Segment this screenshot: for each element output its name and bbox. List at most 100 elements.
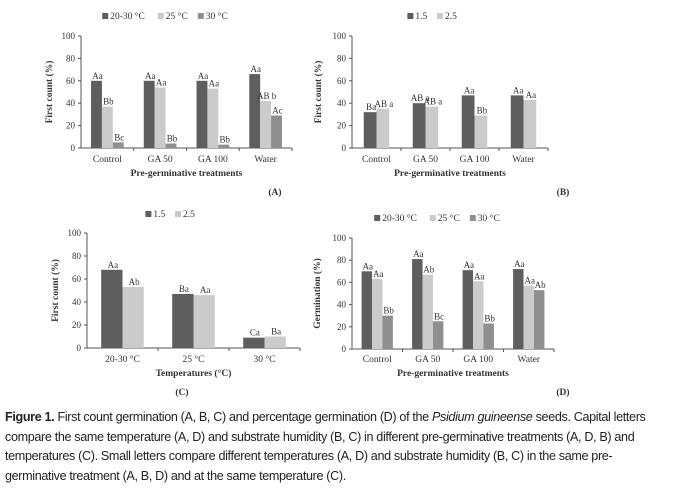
bar [422,274,433,349]
x-tick-label: GA 100 [463,355,493,365]
legend-swatch [407,13,414,19]
data-label: Aa [474,271,485,281]
data-label: Aa [413,249,424,259]
legend-swatch [469,215,476,221]
x-axis-label: Pre-germinative treatments [397,369,509,379]
bar [193,295,215,348]
y-tick-label: 60 [66,76,76,86]
y-tick-label: 40 [66,98,76,108]
y-tick-label: 100 [333,233,347,243]
data-label: Bb [383,306,394,316]
bar [271,115,282,148]
x-tick-label: Control [93,155,122,165]
bar [260,100,272,148]
y-tick-label: 60 [337,277,347,287]
data-label: Ab [423,265,434,275]
caption-text-1: First count germination (A, B, C) and pe… [54,410,432,424]
legend-label: 2.5 [445,12,457,22]
x-axis-label: Temperatures (°C) [156,368,232,379]
y-tick-label: 0 [71,143,76,153]
chart-panel-d: 0 20 40 60 80 100 Germination (%) Control GA 50 G… [312,213,570,398]
figure: 0 20 40 60 80 100 First count (%) Control GA 50 G… [44,11,570,398]
bar [101,106,113,148]
x-tick-label: Water [518,355,541,365]
bar [513,269,524,349]
data-label: AB a [374,99,393,109]
legend-label: 1.5 [153,210,165,220]
data-label: Aa [108,260,119,270]
bar [264,336,286,348]
chart-panel-a: 0 20 40 60 80 100 First count (%) Control GA 50 G… [44,11,293,198]
data-label: Bb [220,135,231,145]
y-tick-label: 60 [337,76,347,86]
x-tick-label: GA 100 [460,155,490,165]
y-tick-label: 80 [337,255,347,265]
y-tick-label: 0 [77,343,82,353]
x-tick-label: Water [254,155,277,165]
legend-label: 30 °C [206,11,228,22]
legend-swatch [197,13,204,19]
legend-label: 30 °C [478,213,500,224]
panel-label: (B) [557,187,570,198]
y-axis-label: First count (%) [313,61,324,124]
x-tick-label: 20-30 °C [105,354,140,365]
x-tick-label: 25 °C [182,354,204,365]
data-label: Ab [129,277,140,287]
x-tick-label: GA 50 [415,355,440,365]
y-tick-label: 40 [72,297,82,307]
y-tick-label: 20 [72,320,82,330]
data-label: Bb [484,313,495,323]
bar [218,144,230,148]
bar [361,271,373,349]
y-tick-label: 40 [337,98,347,108]
legend-label: 1.5 [415,12,427,22]
data-label: Aa [198,71,209,81]
bar [432,321,444,349]
data-label: Bb [477,106,488,116]
bar [510,95,524,148]
panel-label: (A) [268,187,281,198]
x-tick-label: Water [512,155,535,165]
data-label: Ab [535,280,546,290]
bar [376,108,390,148]
y-tick-label: 20 [66,121,76,131]
data-label: Ba [271,327,281,337]
data-label: Aa [525,276,536,286]
bar [533,290,545,349]
data-label: Bc [114,132,124,142]
y-tick-label: 80 [337,53,347,63]
data-label: Aa [514,259,525,269]
bar [122,287,144,348]
legend-swatch [145,211,152,217]
bar [483,323,494,349]
data-label: Aa [513,85,524,95]
data-label: Aa [145,71,156,81]
caption-label: Figure 1. [5,410,55,424]
legend-swatch [437,13,443,19]
data-label: Aa [250,64,261,74]
data-label: Aa [156,78,167,88]
y-axis-label: First count (%) [50,259,61,322]
data-label: Bb [167,134,178,144]
y-tick-label: 40 [337,300,347,310]
bar [412,103,426,148]
legend-label: 20-30 °C [110,11,145,22]
y-tick-label: 20 [337,322,347,332]
bar [461,95,475,148]
data-label: Ba [366,102,376,112]
bar [112,142,124,148]
y-tick-label: 100 [62,31,76,41]
legend-swatch [429,215,436,221]
legend-swatch [157,13,164,19]
bar [462,270,474,349]
figure-caption: Figure 1. First count germination (A, B,… [5,408,673,486]
bar [474,115,488,148]
data-label: Aa [209,79,220,89]
bar [101,269,123,348]
y-tick-label: 80 [66,53,76,63]
caption-species: Psidium guineense [431,410,533,424]
legend-label: 2.5 [183,210,195,220]
data-label: Aa [92,71,103,81]
y-tick-label: 80 [72,251,82,261]
x-tick-label: Control [363,355,392,365]
